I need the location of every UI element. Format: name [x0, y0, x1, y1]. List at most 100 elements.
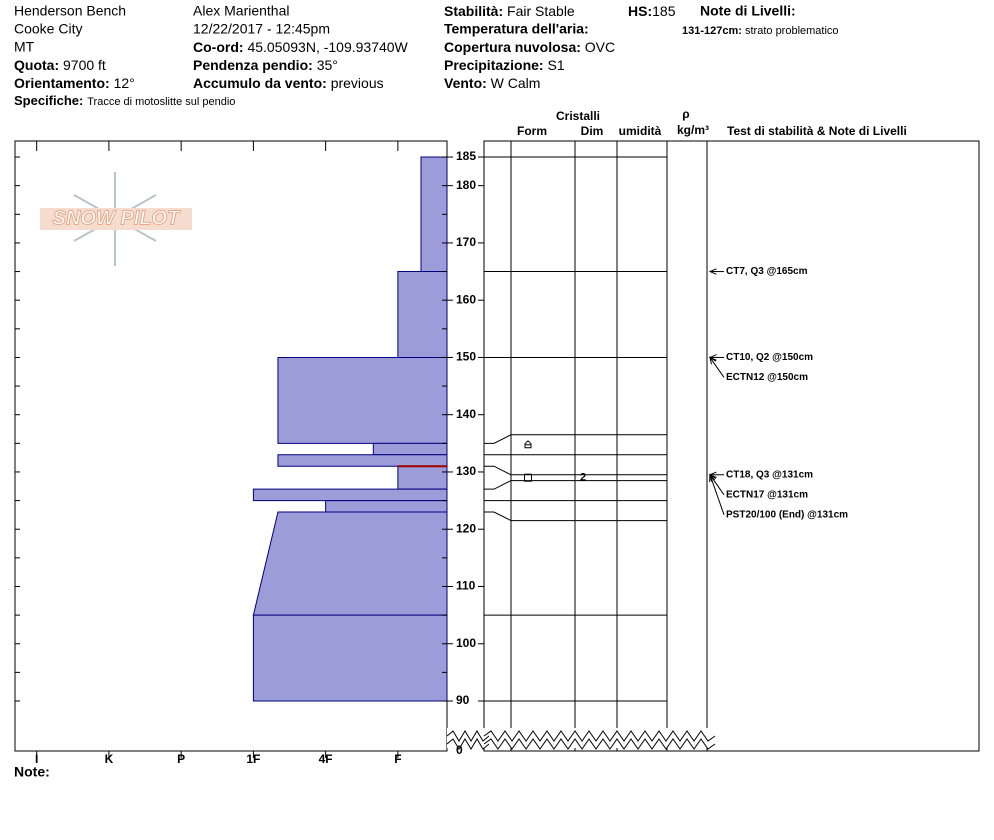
field-value: 45.05093N, -109.93740W — [247, 39, 408, 55]
field-value: S1 — [547, 57, 564, 73]
field-label: Temperatura dell'aria: — [444, 21, 589, 37]
area: Cooke City — [14, 21, 82, 37]
layer-boundary — [484, 480, 667, 490]
y-tick-label: 140 — [456, 407, 476, 421]
x-tick-label: I — [35, 752, 38, 766]
test-label: ECTN12 @150cm — [726, 372, 808, 383]
break-zigzag — [446, 730, 490, 750]
field: Quota: 9700 ft — [14, 57, 106, 73]
hardness-layer — [252, 488, 448, 502]
field: Pendenza pendio: 35° — [193, 57, 338, 73]
column-header: Dim — [581, 124, 604, 138]
field: Stabilità: Fair Stable — [444, 3, 575, 19]
column-header: umidità — [619, 124, 662, 138]
field-label: Pendenza pendio: — [193, 57, 313, 73]
test-label: CT10, Q2 @150cm — [726, 352, 813, 363]
field-label: Orientamento: — [14, 75, 110, 91]
column-header: Test di stabilità & Note di Livelli — [727, 124, 907, 138]
field-label: Copertura nuvolosa: — [444, 39, 581, 55]
notes-label: Note: — [14, 764, 50, 780]
hardness-layer — [397, 465, 448, 490]
field: Orientamento: 12° — [14, 75, 135, 91]
field: Copertura nuvolosa: OVC — [444, 39, 615, 55]
test-arrow — [709, 357, 725, 378]
logo-band — [40, 208, 192, 230]
x-tick-label: 4F — [319, 752, 333, 766]
test-label: CT18, Q3 @131cm — [726, 469, 813, 480]
field: Co-ord: 45.05093N, -109.93740W — [193, 39, 409, 55]
x-tick-label: F — [394, 752, 401, 766]
y-tick-label: 180 — [456, 178, 476, 192]
x-tick-label: P — [177, 752, 185, 766]
arrow-head — [709, 473, 716, 482]
y-tick-label: 100 — [456, 636, 476, 650]
field-label: Specifiche: — [14, 93, 83, 108]
field: Vento: W Calm — [444, 75, 540, 91]
layer-note-label: 131-127cm: — [682, 25, 742, 37]
test-label: PST20/100 (End) @131cm — [726, 509, 848, 520]
field-value: Fair Stable — [507, 3, 575, 19]
field-value: 185 — [652, 3, 676, 19]
logo-text: SNOW PILOT — [53, 207, 181, 229]
field-label: Co-ord: — [193, 39, 244, 55]
datetime: 12/22/2017 - 12:45pm — [193, 21, 330, 37]
observer: Alex Marienthal — [193, 3, 290, 19]
y-tick-label: 130 — [456, 464, 476, 478]
state: MT — [14, 39, 35, 55]
arrow-head — [708, 268, 717, 275]
field-value: Tracce di motoslitte sul pendio — [87, 96, 235, 108]
field-value: previous — [331, 75, 384, 91]
grain-form — [524, 440, 532, 449]
hardness-layer — [252, 511, 448, 616]
field-value: W Calm — [491, 75, 541, 91]
test-label: ECTN17 @131cm — [726, 489, 808, 500]
test-arrow — [709, 474, 725, 496]
field: Accumulo da vento: previous — [193, 75, 384, 91]
grain-dim: 2 — [580, 472, 586, 484]
field-value: OVC — [585, 39, 615, 55]
grain-form — [524, 473, 532, 482]
grid-columns — [510, 141, 708, 751]
y-tick-label: 160 — [456, 292, 476, 306]
layer-note-value: strato problematico — [745, 25, 839, 37]
field-label: Accumulo da vento: — [193, 75, 327, 91]
field: HS:185 — [628, 3, 676, 19]
hardness-layer — [372, 442, 448, 456]
column-headers: Cristalli Form Dim umidità ρ kg/m³ Test … — [517, 107, 907, 138]
field-value: 9700 ft — [63, 57, 106, 73]
layer-boundary — [484, 511, 667, 522]
field-label: Precipitazione: — [444, 57, 544, 73]
y-tick-label: 110 — [456, 579, 476, 593]
field-label: Stabilità: — [444, 3, 503, 19]
test-arrow — [709, 474, 725, 515]
column-header: Cristalli — [556, 109, 600, 123]
layer-boundary — [484, 434, 667, 444]
layer-notes-title: Note di Livelli: — [700, 3, 796, 19]
logo: SNOW PILOT — [40, 172, 192, 266]
field-value: 35° — [317, 57, 338, 73]
field-value: 12° — [114, 75, 135, 91]
field-label: HS: — [628, 3, 652, 19]
column-header: Form — [517, 124, 547, 138]
x-tick-label: 1F — [246, 752, 260, 766]
column-header: kg/m³ — [677, 123, 709, 137]
layer-boundary — [484, 465, 667, 476]
y-tick-label: 170 — [456, 235, 476, 249]
location: Henderson Bench — [14, 3, 126, 19]
break-zigzag — [483, 730, 716, 750]
y-tick-label: 185 — [456, 149, 476, 163]
hardness-layer — [325, 500, 448, 513]
axis-break — [446, 728, 716, 750]
field-label: Quota: — [14, 57, 59, 73]
hardness-layer — [252, 614, 448, 702]
y-tick-label: 90 — [456, 693, 470, 707]
field-label: Vento: — [444, 75, 487, 91]
column-header: ρ — [682, 107, 689, 121]
header: Henderson Bench Cooke City MT Quota: 970… — [14, 3, 839, 109]
x-tick-label: K — [105, 752, 114, 766]
layer-note: 131-127cm: strato problematico — [682, 25, 839, 37]
hardness-layer — [397, 271, 448, 358]
field: Specifiche: Tracce di motoslitte sul pen… — [14, 93, 235, 109]
hardness-layer — [277, 454, 448, 467]
